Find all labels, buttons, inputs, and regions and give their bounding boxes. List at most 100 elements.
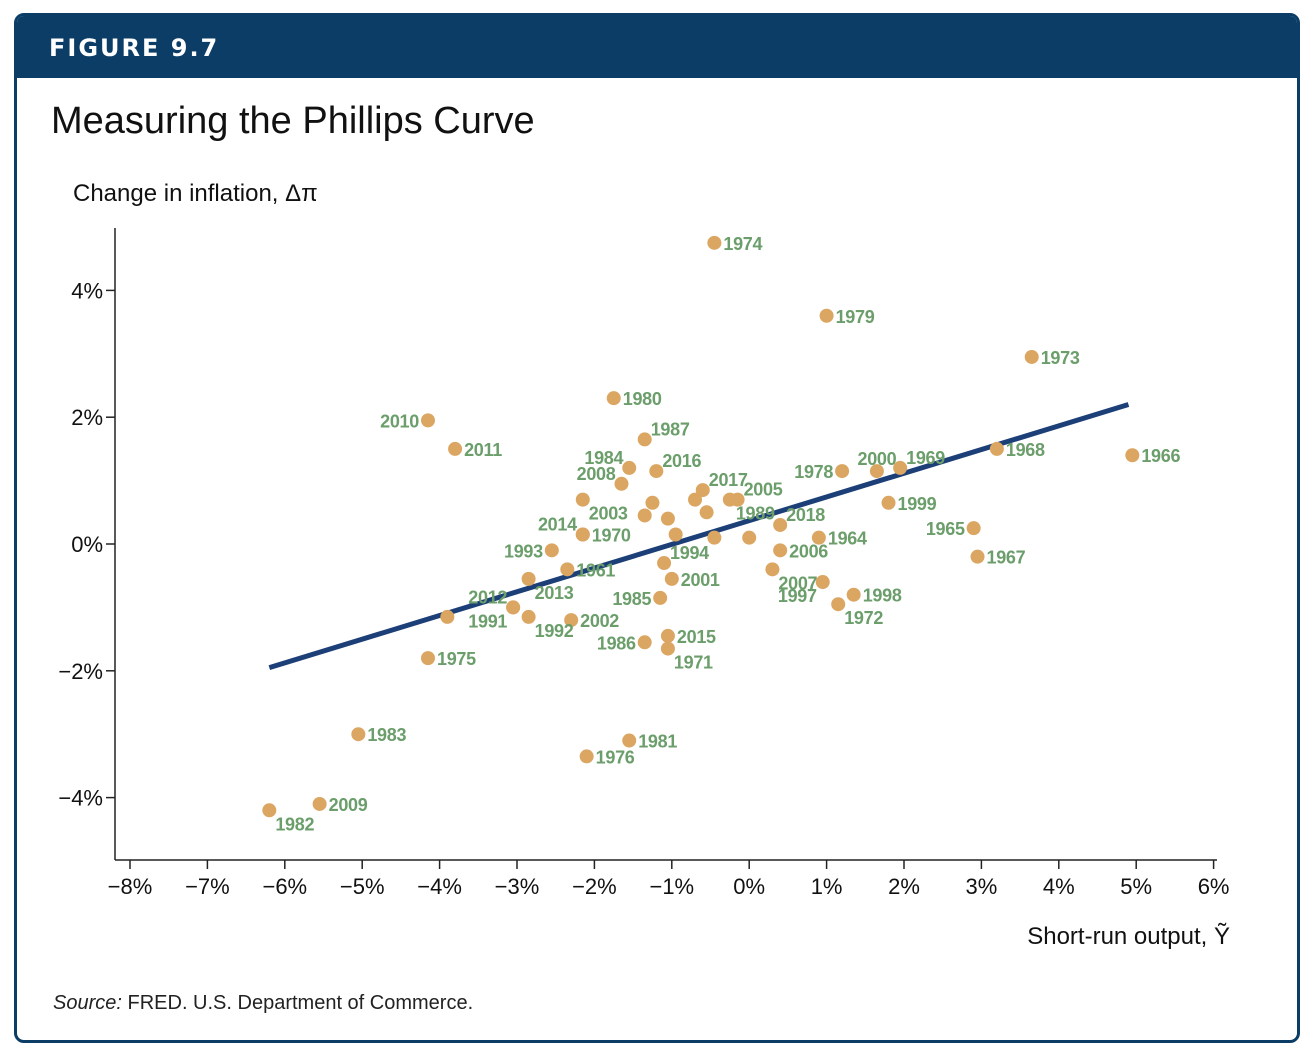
data-point (765, 562, 780, 577)
point-label-1978: 1978 (794, 462, 833, 482)
point-label-1985: 1985 (612, 589, 651, 609)
data-point (622, 733, 637, 748)
data-points: 1974 1979 1973 1980 2010 1987 2011 1968 1966 1984… (262, 234, 1181, 834)
data-point (668, 527, 683, 542)
chart-title: Measuring the Phillips Curve (51, 100, 535, 142)
data-point (688, 492, 703, 507)
fit-line-group (268, 402, 1130, 671)
figure-banner: FIGURE 9.7 (17, 16, 1297, 78)
data-point (575, 492, 590, 507)
x-tick-label: 5% (1120, 874, 1152, 899)
data-point (262, 803, 277, 818)
data-point (699, 505, 714, 520)
data-point (893, 460, 908, 475)
point-label-2003: 2003 (589, 504, 628, 524)
data-point (637, 635, 652, 650)
point-label-1966: 1966 (1141, 446, 1180, 466)
point-label-1997: 1997 (778, 586, 817, 606)
data-point (544, 543, 559, 558)
data-point (707, 530, 722, 545)
data-point (869, 464, 884, 479)
x-tick-label: −1% (649, 874, 694, 899)
data-point (657, 556, 672, 571)
data-point (312, 796, 327, 811)
point-label-1967: 1967 (987, 548, 1026, 568)
y-tick-label: 4% (71, 278, 103, 303)
point-label-1971: 1971 (674, 653, 713, 673)
data-point (614, 476, 629, 491)
point-label-2008: 2008 (577, 464, 616, 484)
point-label-2017: 2017 (709, 470, 748, 490)
point-label-2006: 2006 (789, 541, 828, 561)
point-label-1984: 1984 (584, 448, 623, 468)
data-point (970, 549, 985, 564)
data-point (695, 483, 710, 498)
point-label-1974: 1974 (723, 234, 762, 254)
data-point (564, 613, 579, 628)
x-tick-label: 0% (733, 874, 765, 899)
x-tick-label: 1% (811, 874, 843, 899)
figure-frame: FIGURE 9.7 Measuring the Phillips Curve … (14, 13, 1300, 1043)
point-label-2009: 2009 (329, 795, 368, 815)
y-tick-label: 0% (71, 532, 103, 557)
data-point (881, 495, 896, 510)
point-label-1991: 1991 (468, 611, 507, 631)
data-point (448, 441, 463, 456)
data-point (440, 609, 455, 624)
point-label-1986: 1986 (597, 633, 636, 653)
x-tick-label: 6% (1198, 874, 1230, 899)
point-label-1980: 1980 (623, 389, 662, 409)
data-point (521, 609, 536, 624)
point-label-1994: 1994 (670, 543, 709, 563)
data-point (521, 571, 536, 586)
x-tick-label: −5% (340, 874, 385, 899)
point-label-1993: 1993 (504, 541, 543, 561)
x-tick-label: −3% (495, 874, 540, 899)
data-point (420, 651, 435, 666)
data-point (645, 495, 660, 510)
data-point (846, 587, 861, 602)
data-point (1024, 349, 1039, 364)
data-point (660, 628, 675, 643)
y-tick-label: −2% (58, 659, 103, 684)
data-point (649, 464, 664, 479)
data-point (506, 600, 521, 615)
data-point (560, 562, 575, 577)
point-label-1968: 1968 (1006, 440, 1045, 460)
point-label-1970: 1970 (592, 525, 631, 545)
x-tick-label: 4% (1043, 874, 1075, 899)
point-label-1983: 1983 (367, 725, 406, 745)
point-label-1989: 1989 (736, 504, 775, 524)
data-point (637, 432, 652, 447)
point-label-2011: 2011 (464, 440, 502, 460)
data-point (606, 391, 621, 406)
point-label-1975: 1975 (437, 649, 476, 669)
data-point (835, 464, 850, 479)
data-point (622, 460, 637, 475)
point-label-2018: 2018 (786, 505, 825, 525)
data-point (653, 590, 668, 605)
data-point (811, 530, 826, 545)
point-label-2007: 2007 (778, 573, 817, 593)
data-point (351, 727, 366, 742)
data-point (773, 543, 788, 558)
x-tick-label: −4% (417, 874, 462, 899)
y-tick-label: −4% (58, 786, 103, 811)
axes: −8% −7% −6% −5% −4% −3% −2% −1% 0% 1% 2% 3% 4% 5% 6% 4%… (58, 228, 1229, 899)
point-label-1964: 1964 (828, 529, 867, 549)
point-label-2001: 2001 (681, 570, 720, 590)
data-point (831, 597, 846, 612)
point-label-1973: 1973 (1041, 348, 1080, 368)
point-label-1976: 1976 (596, 747, 635, 767)
x-tick-label: −8% (108, 874, 153, 899)
data-point (1125, 448, 1140, 463)
point-label-1972: 1972 (844, 608, 883, 628)
x-tick-label: 2% (888, 874, 920, 899)
data-point (722, 492, 737, 507)
figure-number: FIGURE 9.7 (49, 34, 220, 62)
data-point (815, 575, 830, 590)
point-label-1961: 1961 (576, 560, 615, 580)
data-point (664, 571, 679, 586)
point-label-1979: 1979 (836, 307, 875, 327)
